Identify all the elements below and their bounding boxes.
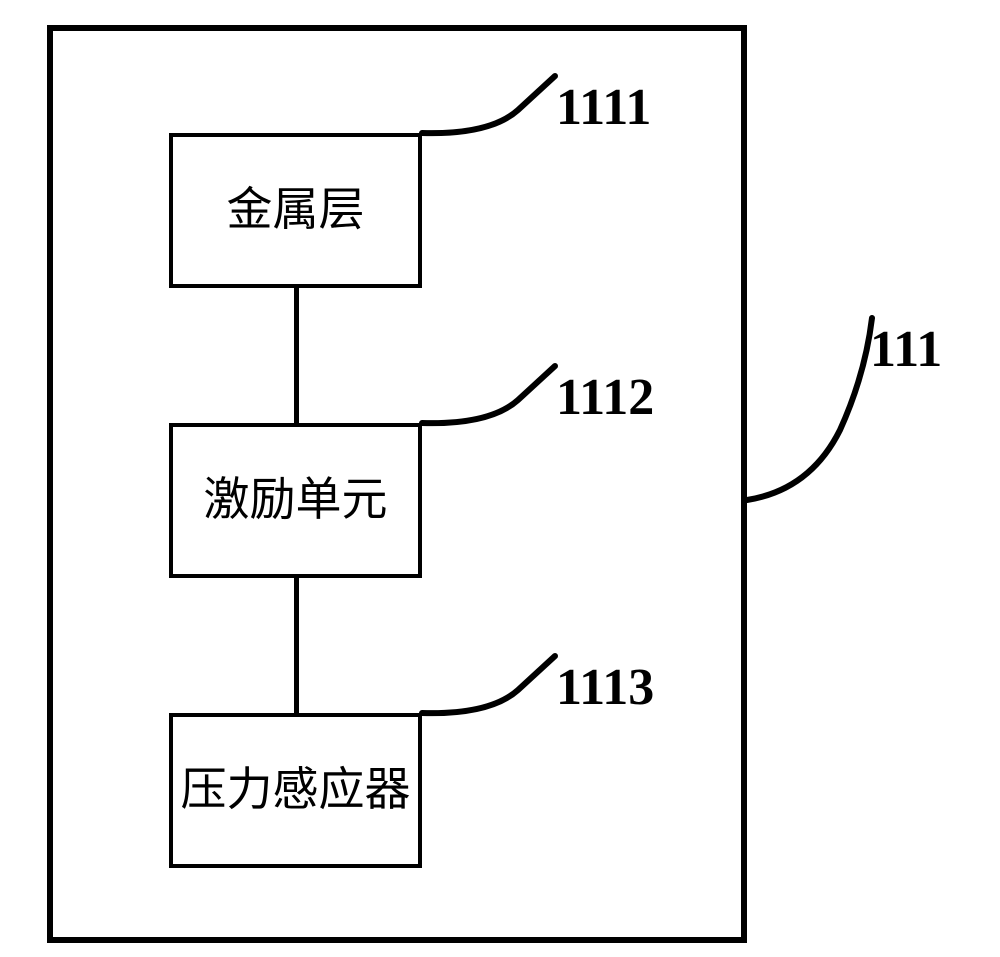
block-label: 金属层 [227, 184, 365, 237]
block-pressure-sensor: 压力感应器 [169, 713, 422, 868]
block-label: 激励单元 [204, 474, 388, 527]
leader-line [400, 360, 600, 470]
connector-line [294, 288, 299, 423]
connector-line [294, 578, 299, 713]
leader-line [400, 650, 600, 760]
leader-line [400, 70, 600, 180]
block-label: 压力感应器 [181, 764, 411, 817]
block-excitation-unit: 激励单元 [169, 423, 422, 578]
leader-line [720, 310, 940, 510]
block-metal-layer: 金属层 [169, 133, 422, 288]
